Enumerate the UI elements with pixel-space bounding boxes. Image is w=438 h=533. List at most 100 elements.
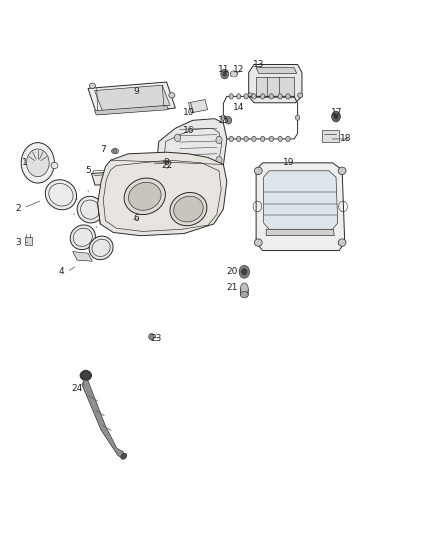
Ellipse shape xyxy=(89,236,113,260)
Ellipse shape xyxy=(51,163,58,168)
Ellipse shape xyxy=(89,83,95,88)
Circle shape xyxy=(229,94,233,99)
Polygon shape xyxy=(25,237,32,245)
Polygon shape xyxy=(157,119,227,179)
Ellipse shape xyxy=(128,182,161,211)
Ellipse shape xyxy=(124,178,166,215)
Circle shape xyxy=(239,265,250,278)
Circle shape xyxy=(237,136,241,142)
Text: 7: 7 xyxy=(100,145,106,154)
Ellipse shape xyxy=(80,370,92,380)
Polygon shape xyxy=(256,68,297,74)
Circle shape xyxy=(252,94,256,99)
Ellipse shape xyxy=(170,192,207,225)
Text: 18: 18 xyxy=(340,134,351,143)
Circle shape xyxy=(149,334,154,340)
Polygon shape xyxy=(92,172,118,185)
Circle shape xyxy=(174,134,180,142)
Ellipse shape xyxy=(240,283,248,295)
Ellipse shape xyxy=(338,167,346,174)
Ellipse shape xyxy=(338,239,346,246)
Ellipse shape xyxy=(254,167,262,174)
Circle shape xyxy=(269,136,274,142)
Text: 5: 5 xyxy=(85,166,91,175)
Polygon shape xyxy=(256,77,294,98)
Circle shape xyxy=(278,94,283,99)
Circle shape xyxy=(226,117,232,124)
Circle shape xyxy=(229,136,233,142)
Polygon shape xyxy=(88,82,175,115)
Polygon shape xyxy=(95,106,168,115)
Text: 4: 4 xyxy=(59,268,65,276)
Text: 21: 21 xyxy=(226,283,238,292)
Circle shape xyxy=(242,269,247,275)
Polygon shape xyxy=(256,163,345,251)
Text: 20: 20 xyxy=(226,268,238,276)
Text: 14: 14 xyxy=(233,102,244,111)
Circle shape xyxy=(286,136,290,142)
Text: 6: 6 xyxy=(133,214,139,223)
Polygon shape xyxy=(82,379,126,459)
Ellipse shape xyxy=(169,93,175,98)
Polygon shape xyxy=(266,229,334,236)
Polygon shape xyxy=(249,64,302,103)
Circle shape xyxy=(332,111,340,122)
Text: 22: 22 xyxy=(161,161,172,170)
Circle shape xyxy=(269,94,274,99)
Ellipse shape xyxy=(45,180,77,210)
Circle shape xyxy=(278,136,283,142)
Circle shape xyxy=(216,157,222,164)
Circle shape xyxy=(334,115,338,119)
Polygon shape xyxy=(188,100,208,113)
Ellipse shape xyxy=(248,93,253,98)
Circle shape xyxy=(223,72,226,76)
Circle shape xyxy=(295,115,300,120)
Polygon shape xyxy=(98,152,227,236)
Ellipse shape xyxy=(254,239,262,246)
Text: 24: 24 xyxy=(71,384,83,393)
Circle shape xyxy=(244,136,248,142)
Circle shape xyxy=(252,136,256,142)
Text: 2: 2 xyxy=(15,204,21,213)
Circle shape xyxy=(174,154,180,161)
Text: 12: 12 xyxy=(233,66,244,74)
Text: 17: 17 xyxy=(331,108,343,117)
Ellipse shape xyxy=(77,196,103,223)
Circle shape xyxy=(237,94,241,99)
Circle shape xyxy=(261,136,265,142)
Circle shape xyxy=(221,115,226,120)
Ellipse shape xyxy=(297,93,303,98)
Circle shape xyxy=(261,94,265,99)
Polygon shape xyxy=(264,171,338,229)
Text: 10: 10 xyxy=(183,108,194,117)
Text: 3: 3 xyxy=(15,238,21,247)
Text: 13: 13 xyxy=(253,60,264,69)
Circle shape xyxy=(286,94,290,99)
Polygon shape xyxy=(73,252,92,261)
Text: 23: 23 xyxy=(150,334,161,343)
Text: 15: 15 xyxy=(218,116,229,125)
Text: 8: 8 xyxy=(164,158,170,167)
Circle shape xyxy=(113,149,117,154)
Ellipse shape xyxy=(240,292,248,298)
Circle shape xyxy=(216,136,222,144)
Ellipse shape xyxy=(173,196,203,222)
Circle shape xyxy=(128,216,134,223)
Circle shape xyxy=(26,149,49,176)
Ellipse shape xyxy=(121,454,127,459)
Ellipse shape xyxy=(230,71,237,77)
Circle shape xyxy=(149,161,153,166)
Text: 11: 11 xyxy=(218,66,229,74)
Text: 1: 1 xyxy=(22,158,28,167)
Text: 16: 16 xyxy=(183,126,194,135)
Polygon shape xyxy=(95,85,170,111)
Circle shape xyxy=(81,370,90,381)
Ellipse shape xyxy=(112,149,119,154)
Circle shape xyxy=(21,143,54,183)
Circle shape xyxy=(244,94,248,99)
Text: 9: 9 xyxy=(133,86,139,95)
Ellipse shape xyxy=(70,225,95,249)
Text: 19: 19 xyxy=(283,158,295,167)
Bar xyxy=(321,131,339,142)
Circle shape xyxy=(221,69,229,79)
